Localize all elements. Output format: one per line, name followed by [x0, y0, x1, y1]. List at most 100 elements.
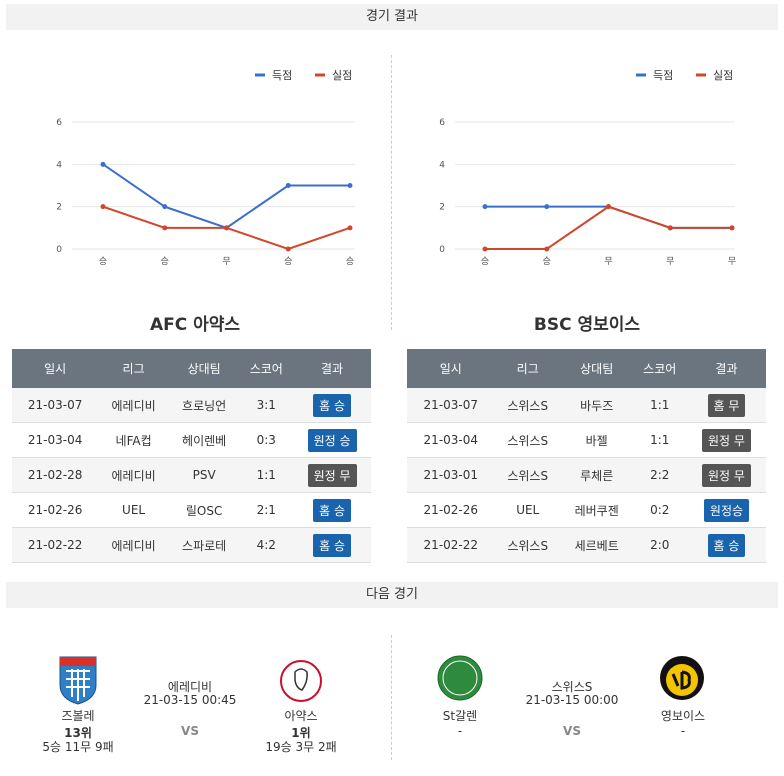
- table-row: 21-03-01 스위스S 루체른 2:2 원정 무: [407, 457, 766, 493]
- point: [100, 204, 106, 210]
- team-name: BSC 영보이스: [533, 315, 641, 335]
- column-header: 리그: [98, 349, 169, 388]
- team-name: 아약스: [284, 709, 318, 723]
- team-logo: [660, 656, 704, 700]
- table-row: 21-02-22 에레디비 스파로테 4:2 홈 승: [12, 527, 371, 563]
- team-name: 즈볼레: [61, 709, 95, 723]
- table-cell: 4:2: [239, 527, 294, 563]
- table-cell: 21-03-07: [12, 388, 99, 423]
- table-cell: 스위스S: [494, 527, 561, 563]
- legend-label: 실점: [713, 69, 733, 82]
- column-header: 리그: [494, 349, 561, 388]
- team-record: 5승 11무 9패: [42, 740, 114, 754]
- result-cell: 원정 무: [686, 457, 766, 493]
- x-tick-label: 무: [604, 256, 612, 267]
- legend-label: 득점: [653, 69, 673, 82]
- results-table: 일시 리그 상대팀 스코어 결과 21-03-07 에레디비 흐로닝언 3:1 홈 승 21-03-…: [12, 349, 371, 563]
- table-cell: 1:1: [632, 388, 687, 423]
- table-cell: 에레디비: [98, 527, 169, 563]
- result-badge: 원정승: [703, 498, 750, 522]
- point: [482, 204, 488, 210]
- column-header: 스코어: [239, 349, 294, 388]
- table-cell: 바두즈: [560, 388, 633, 423]
- x-tick-label: 승: [284, 256, 292, 267]
- team-rank: 13위: [64, 726, 92, 740]
- table-row: 21-02-26 UEL 릴OSC 2:1 홈 승: [12, 492, 371, 528]
- vs: VS: [181, 724, 199, 738]
- point: [729, 225, 735, 231]
- table-cell: 네FA컵: [98, 422, 169, 458]
- point: [224, 225, 229, 231]
- table-cell: 21-03-07: [407, 388, 495, 423]
- table-cell: 바젤: [560, 422, 633, 458]
- result-badge: 원정 무: [702, 463, 751, 487]
- table-cell: 에레디비: [98, 388, 169, 423]
- result-cell: 홈 무: [686, 388, 766, 423]
- table-cell: 1:1: [632, 422, 687, 458]
- result-cell: 홈 승: [293, 527, 371, 563]
- legend-label: 실점: [332, 69, 352, 82]
- result-badge: 원정 무: [702, 428, 751, 452]
- table-row: 21-03-07 에레디비 흐로닝언 3:1 홈 승: [12, 388, 371, 423]
- team-logo: [59, 656, 97, 705]
- result-badge: 홈 승: [707, 533, 746, 557]
- table-cell: 2:2: [632, 457, 687, 493]
- column-header: 일시: [12, 349, 99, 388]
- table-row: 21-02-28 에레디비 PSV 1:1 원정 무: [12, 457, 371, 493]
- team-record: 19승 3무 2패: [265, 740, 337, 754]
- result-badge: 홈 승: [313, 533, 351, 557]
- team-name: St갈렌: [442, 709, 478, 723]
- point: [544, 246, 550, 252]
- table-cell: 헤이렌베: [168, 422, 240, 458]
- point: [162, 204, 168, 210]
- point: [285, 183, 291, 188]
- point: [544, 204, 550, 210]
- column-header: 스코어: [632, 349, 687, 388]
- table-cell: 21-03-01: [407, 457, 495, 493]
- series-line: [485, 205, 732, 250]
- table-cell: 1:1: [239, 457, 294, 493]
- column-header: 상대팀: [560, 349, 633, 388]
- result-cell: 홈 승: [293, 388, 371, 423]
- table-cell: 에레디비: [98, 457, 169, 493]
- x-tick-label: 승: [346, 256, 354, 267]
- series-line: [102, 163, 350, 229]
- table-cell: 0:3: [239, 422, 294, 458]
- table-cell: 2:1: [239, 492, 294, 528]
- result-badge: 홈 무: [707, 393, 746, 417]
- column-header: 상대팀: [168, 349, 240, 388]
- table-row: 21-02-22 스위스S 세르베트 2:0 홈 승: [407, 527, 766, 563]
- table-cell: 흐로닝언: [168, 388, 240, 423]
- table-cell: 21-03-04: [12, 422, 99, 458]
- table-cell: 21-02-28: [12, 457, 99, 493]
- result-cell: 원정 무: [293, 457, 371, 493]
- column-header: 결과: [686, 349, 766, 388]
- team-name: 영보이스: [660, 709, 706, 723]
- point: [347, 183, 353, 188]
- point: [100, 161, 106, 167]
- legend-label: 득점: [272, 69, 292, 82]
- x-tick-label: 승: [481, 256, 489, 267]
- x-tick-label: 승: [161, 256, 169, 267]
- y-tick-label: 2: [56, 203, 62, 213]
- match-datetime: 21-03-15 00:00: [525, 693, 619, 707]
- divider: [391, 55, 392, 330]
- results-table: 일시 리그 상대팀 스코어 결과 21-03-07 스위스S 바두즈 1:1 홈 무 21-03-0…: [407, 349, 766, 563]
- table-cell: PSV: [168, 457, 240, 493]
- vs: VS: [563, 724, 581, 738]
- y-tick-label: 6: [439, 118, 445, 128]
- result-cell: 원정 승: [293, 422, 371, 458]
- chart: 0 2 4 6 승 승 무 승 승 득점 실점: [56, 69, 355, 267]
- point: [667, 225, 673, 231]
- match-datetime: 21-03-15 00:45: [143, 693, 237, 707]
- section-title: 경기 결과: [6, 4, 778, 30]
- y-tick-label: 0: [439, 245, 445, 255]
- result-badge: 원정 무: [307, 463, 357, 487]
- table-cell: 21-02-22: [12, 527, 99, 563]
- x-tick-label: 무: [666, 256, 674, 267]
- team-name: AFC 아약스: [149, 315, 241, 335]
- result-cell: 원정 무: [686, 422, 766, 458]
- table-cell: 21-02-26: [407, 492, 495, 528]
- table-row: 21-03-04 네FA컵 헤이렌베 0:3 원정 승: [12, 422, 371, 458]
- x-tick-label: 승: [543, 256, 551, 267]
